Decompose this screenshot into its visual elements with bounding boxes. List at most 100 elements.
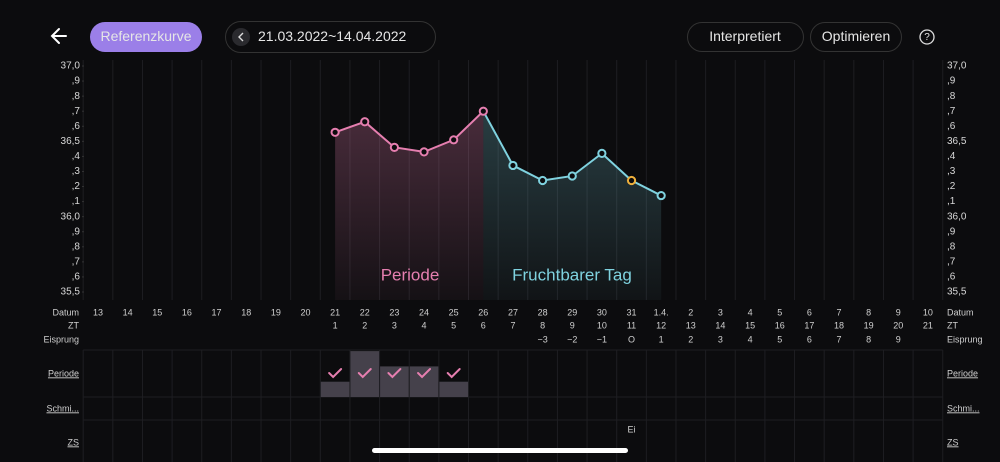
phase-label: Periode (381, 265, 440, 284)
y-tick-label: ,6 (72, 272, 81, 283)
period-check (387, 368, 402, 379)
y-tick-label: 36,0 (61, 211, 81, 222)
point (508, 160, 518, 171)
y-tick-label-right: ,6 (947, 272, 956, 283)
date: 29 (567, 307, 577, 317)
reference-button[interactable] (90, 22, 202, 52)
y-tick-label-right: ,9 (947, 76, 956, 87)
y-tick-label-right: 36,5 (947, 136, 967, 147)
ovulation-day: 6 (807, 334, 812, 344)
period-bar (380, 366, 409, 397)
point (597, 148, 607, 158)
date: 4 (748, 307, 753, 317)
period-bar (439, 381, 468, 397)
row-label[interactable]: Periode (48, 368, 79, 378)
help-button[interactable] (919, 29, 935, 45)
cycle-day: 5 (451, 320, 456, 330)
line (334, 110, 485, 153)
cycle-day: 2 (362, 320, 367, 330)
cycle-day: 16 (775, 320, 785, 330)
cycle-day: 12 (656, 320, 666, 330)
y-tick-label-right: ,7 (947, 106, 956, 117)
row-label: Datum (52, 307, 79, 317)
ovulation-day: −3 (537, 334, 547, 344)
y-tick-label: ,4 (72, 151, 81, 162)
cycle-day: 21 (923, 320, 933, 330)
cycle-day: 8 (540, 320, 545, 330)
y-tick-label-right: 37,0 (947, 61, 967, 72)
cycle-day: 14 (715, 320, 725, 330)
optimize-label: Optimieren (822, 28, 890, 44)
row-label: Eisprung (43, 334, 79, 344)
row-label: ZT (68, 320, 79, 330)
area (483, 111, 662, 300)
y-tick-label-right: ,4 (947, 151, 956, 162)
y-tick-label: ,3 (72, 166, 81, 177)
cycle-day: 1 (333, 320, 338, 330)
ovulation-day: 1 (659, 334, 664, 344)
period-check (328, 368, 343, 379)
date: 26 (478, 307, 488, 317)
y-tick-label: ,2 (72, 181, 81, 192)
reference-label: Referenzkurve (100, 28, 191, 44)
date: 8 (866, 307, 871, 317)
ovulation-day: 3 (718, 334, 723, 344)
range-icon-arrow (238, 32, 244, 42)
cycle-day: 3 (392, 320, 397, 330)
y-tick-label-right: ,6 (947, 121, 956, 132)
zs-entry: Ei (628, 424, 636, 434)
cycle-day: 18 (834, 320, 844, 330)
date: 9 (896, 307, 901, 317)
ovulation-day: 4 (748, 334, 753, 344)
row-label-right[interactable]: ZS (947, 437, 959, 447)
ovulation-day: 5 (777, 334, 782, 344)
y-tick-label: ,1 (72, 196, 81, 207)
y-tick-label: 37,0 (61, 61, 81, 72)
interpreted-button[interactable] (687, 22, 804, 52)
y-tick-label-right: ,8 (947, 91, 956, 102)
ovulation-day: −2 (567, 334, 577, 344)
y-tick-label-right: ,1 (947, 196, 956, 207)
area (335, 111, 484, 300)
date: 14 (123, 307, 133, 317)
interpreted-label: Interpretiert (709, 28, 781, 44)
date: 18 (241, 307, 251, 317)
date: 13 (93, 307, 103, 317)
period-bar (409, 366, 439, 397)
date-range-button[interactable] (225, 21, 436, 53)
row-label-right: Datum (947, 307, 974, 317)
ovulation-day: O (628, 334, 635, 344)
y-tick-label: ,9 (72, 76, 81, 87)
row-label-right[interactable]: Schmi... (947, 403, 980, 413)
y-tick-label-right: ,7 (947, 257, 956, 268)
ovulation-day: 7 (836, 334, 841, 344)
date: 24 (419, 307, 429, 317)
row-label[interactable]: Schmi... (46, 403, 79, 413)
y-tick-label-right: ,9 (947, 226, 956, 237)
point (330, 127, 340, 137)
date: 25 (449, 307, 459, 317)
y-tick-label: ,9 (72, 226, 81, 237)
ovulation-day: −1 (597, 334, 607, 344)
row-label-right[interactable]: Periode (947, 368, 978, 378)
back-button[interactable] (50, 28, 67, 44)
row-label[interactable]: ZS (67, 437, 79, 447)
date: 3 (718, 307, 723, 317)
date: 23 (389, 307, 399, 317)
date: 17 (212, 307, 222, 317)
y-tick-label: ,7 (72, 257, 81, 268)
range-icon (232, 28, 250, 46)
date: 2 (688, 307, 693, 317)
ovulation-day: 2 (688, 334, 693, 344)
point (389, 142, 399, 152)
point (419, 147, 429, 157)
cycle-day: 15 (745, 320, 755, 330)
point (538, 175, 548, 186)
cycle-day: 17 (804, 320, 814, 330)
optimize-button[interactable] (810, 22, 902, 52)
date: 27 (508, 307, 518, 317)
cycle-day: 6 (481, 320, 486, 330)
cycle-day: 10 (597, 320, 607, 330)
y-tick-label-right: ,2 (947, 181, 956, 192)
